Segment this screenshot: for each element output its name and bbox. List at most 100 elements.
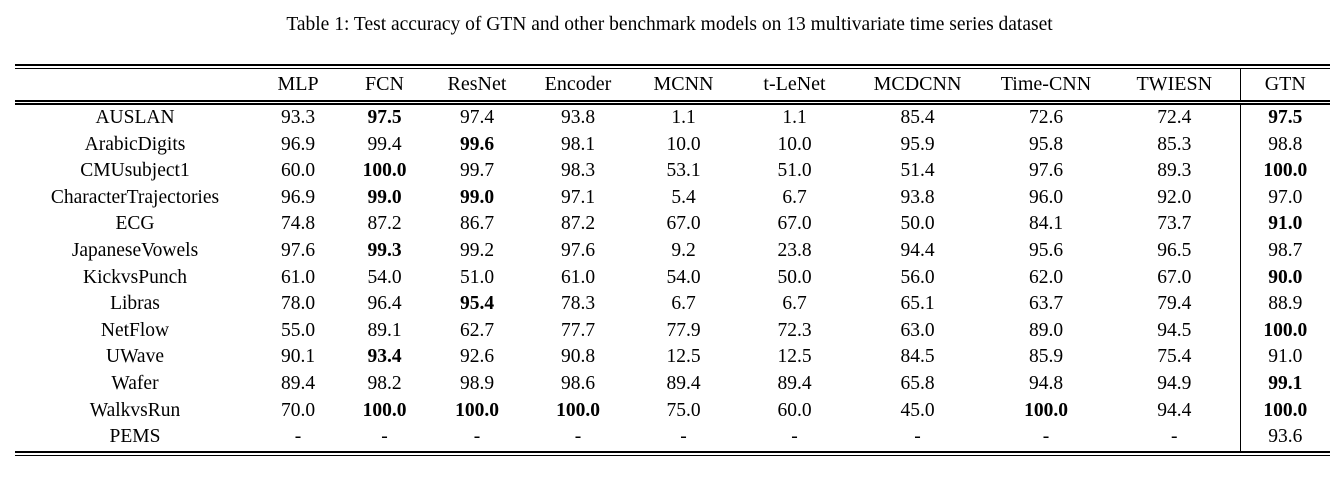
header-row: MLP FCN ResNet Encoder MCNN t-LeNet MCDCNN Time…: [15, 69, 1330, 105]
accuracy-cell: 72.4: [1157, 107, 1192, 128]
table-row-netflow: NetFlow 55.0 89.1 62.7 77.7 77.9 72.3 63.0 89.0 9…: [15, 317, 1330, 345]
accuracy-cell: -: [294, 426, 302, 448]
accuracy-cell: 50.0: [900, 213, 935, 235]
accuracy-cell: 89.3: [1157, 160, 1192, 182]
col-header-mcnn: MCNN: [630, 69, 737, 105]
accuracy-cell: 63.7: [1028, 293, 1064, 315]
accuracy-cell: 100.0: [455, 399, 499, 421]
accuracy-cell: 100.0: [1024, 399, 1068, 421]
accuracy-cell: 98.3: [560, 160, 596, 182]
top-rule: [15, 64, 1330, 69]
accuracy-cell: 96.5: [1157, 239, 1192, 261]
accuracy-cell: 79.4: [1157, 293, 1192, 315]
table-row-pems: PEMS - - - - - - - - - 93.6: [15, 424, 1330, 451]
accuracy-cell: 90.0: [1239, 264, 1330, 292]
accuracy-cell: 97.5: [367, 107, 402, 128]
accuracy-cell: 99.0: [367, 186, 402, 208]
table-row-uwave: UWave 90.1 93.4 92.6 90.8 12.5 12.5 84.5 85.9 75.…: [15, 344, 1330, 371]
accuracy-cell: 77.9: [666, 319, 701, 341]
accuracy-cell: 98.7: [1239, 237, 1330, 265]
accuracy-cell: 96.9: [280, 133, 316, 155]
accuracy-cell: 97.0: [1239, 184, 1330, 212]
accuracy-cell: 51.0: [459, 266, 495, 288]
accuracy-cell: 89.4: [777, 372, 812, 394]
accuracy-cell: 86.7: [459, 213, 495, 235]
accuracy-cell: -: [914, 426, 921, 448]
accuracy-cell: 85.9: [1028, 346, 1064, 368]
accuracy-cell: 12.5: [666, 346, 701, 368]
accuracy-cell: 99.7: [459, 160, 495, 182]
accuracy-cell: 60.0: [777, 399, 812, 421]
dataset-label: Wafer: [111, 372, 159, 394]
accuracy-cell: 97.1: [560, 186, 596, 208]
accuracy-cell: 78.3: [560, 293, 596, 315]
accuracy-cell: -: [791, 426, 798, 448]
accuracy-cell: 96.0: [1028, 186, 1064, 208]
bottom-rule: [15, 450, 1330, 456]
accuracy-cell: 78.0: [280, 293, 316, 315]
accuracy-cell: 85.3: [1157, 133, 1192, 155]
accuracy-cell: 93.8: [900, 186, 935, 208]
col-header-encoder: Encoder: [526, 69, 630, 105]
accuracy-cell: 89.4: [666, 372, 701, 394]
accuracy-cell: 87.2: [367, 213, 402, 235]
dataset-label: CharacterTrajectories: [50, 186, 220, 208]
accuracy-cell: 67.0: [777, 213, 812, 235]
accuracy-cell: 96.4: [367, 293, 402, 315]
col-header-t-lenet: t-LeNet: [737, 69, 852, 105]
accuracy-cell: 99.6: [459, 133, 495, 155]
accuracy-cell: 100.0: [1239, 397, 1330, 425]
col-header-twiesn: TWIESN: [1109, 69, 1240, 105]
accuracy-cell: 72.3: [777, 319, 812, 341]
accuracy-cell: 93.8: [560, 107, 596, 128]
accuracy-cell: 50.0: [777, 266, 812, 288]
accuracy-cell: 93.6: [1239, 424, 1330, 451]
table-row-walkvsrun: WalkvsRun 70.0 100.0 100.0 100.0 75.0 60.0 45.0…: [15, 397, 1330, 425]
accuracy-cell: 89.1: [367, 319, 402, 341]
dataset-label: WalkvsRun: [89, 399, 181, 421]
accuracy-cell: 65.1: [900, 293, 935, 315]
accuracy-cell: 54.0: [367, 266, 402, 288]
accuracy-cell: 63.0: [900, 319, 935, 341]
accuracy-cell: 6.7: [782, 293, 807, 315]
col-header-mlp: MLP: [255, 69, 341, 105]
accuracy-cell: 97.6: [280, 239, 316, 261]
accuracy-cell: 72.6: [1028, 107, 1064, 128]
accuracy-cell: -: [1171, 426, 1178, 448]
accuracy-cell: 100.0: [1239, 317, 1330, 345]
accuracy-cell: 51.4: [900, 160, 935, 182]
accuracy-cell: 95.6: [1028, 239, 1064, 261]
accuracy-cell: 99.3: [367, 239, 402, 261]
accuracy-cell: 88.9: [1239, 291, 1330, 318]
accuracy-cell: 75.4: [1157, 346, 1192, 368]
accuracy-cell: 94.4: [1157, 399, 1192, 421]
accuracy-cell: 98.1: [560, 133, 596, 155]
corner-cell: [15, 69, 255, 105]
accuracy-cell: 94.4: [900, 239, 935, 261]
accuracy-cell: 94.8: [1028, 372, 1064, 394]
accuracy-cell: 67.0: [666, 213, 701, 235]
accuracy-cell: 96.9: [280, 186, 316, 208]
accuracy-cell: 97.6: [1028, 160, 1064, 182]
accuracy-cell: 67.0: [1157, 266, 1192, 288]
accuracy-cell: 94.5: [1157, 319, 1192, 341]
accuracy-cell: -: [381, 426, 388, 448]
dataset-label: NetFlow: [100, 319, 170, 341]
accuracy-cell: 97.6: [560, 239, 596, 261]
accuracy-cell: 99.1: [1239, 370, 1330, 398]
accuracy-cell: 70.0: [280, 399, 316, 421]
accuracy-cell: 77.7: [560, 319, 596, 341]
accuracy-cell: 95.4: [459, 293, 495, 315]
results-table: MLP FCN ResNet Encoder MCNN t-LeNet MCDCNN Time…: [15, 69, 1330, 451]
accuracy-cell: 89.4: [280, 372, 316, 394]
table-row-wafer: Wafer 89.4 98.2 98.9 98.6 89.4 89.4 65.8 94.8 94.…: [15, 370, 1330, 398]
col-header-mcdcnn: MCDCNN: [852, 69, 983, 105]
col-header-gtn: GTN: [1239, 69, 1330, 105]
accuracy-cell: 75.0: [666, 399, 701, 421]
dataset-label: Libras: [110, 293, 160, 315]
col-header-time-cnn: Time-CNN: [983, 69, 1109, 105]
accuracy-cell: 73.7: [1157, 213, 1192, 235]
accuracy-cell: 98.8: [1239, 131, 1330, 159]
accuracy-cell: 90.1: [280, 346, 316, 368]
accuracy-cell: 87.2: [560, 213, 596, 235]
